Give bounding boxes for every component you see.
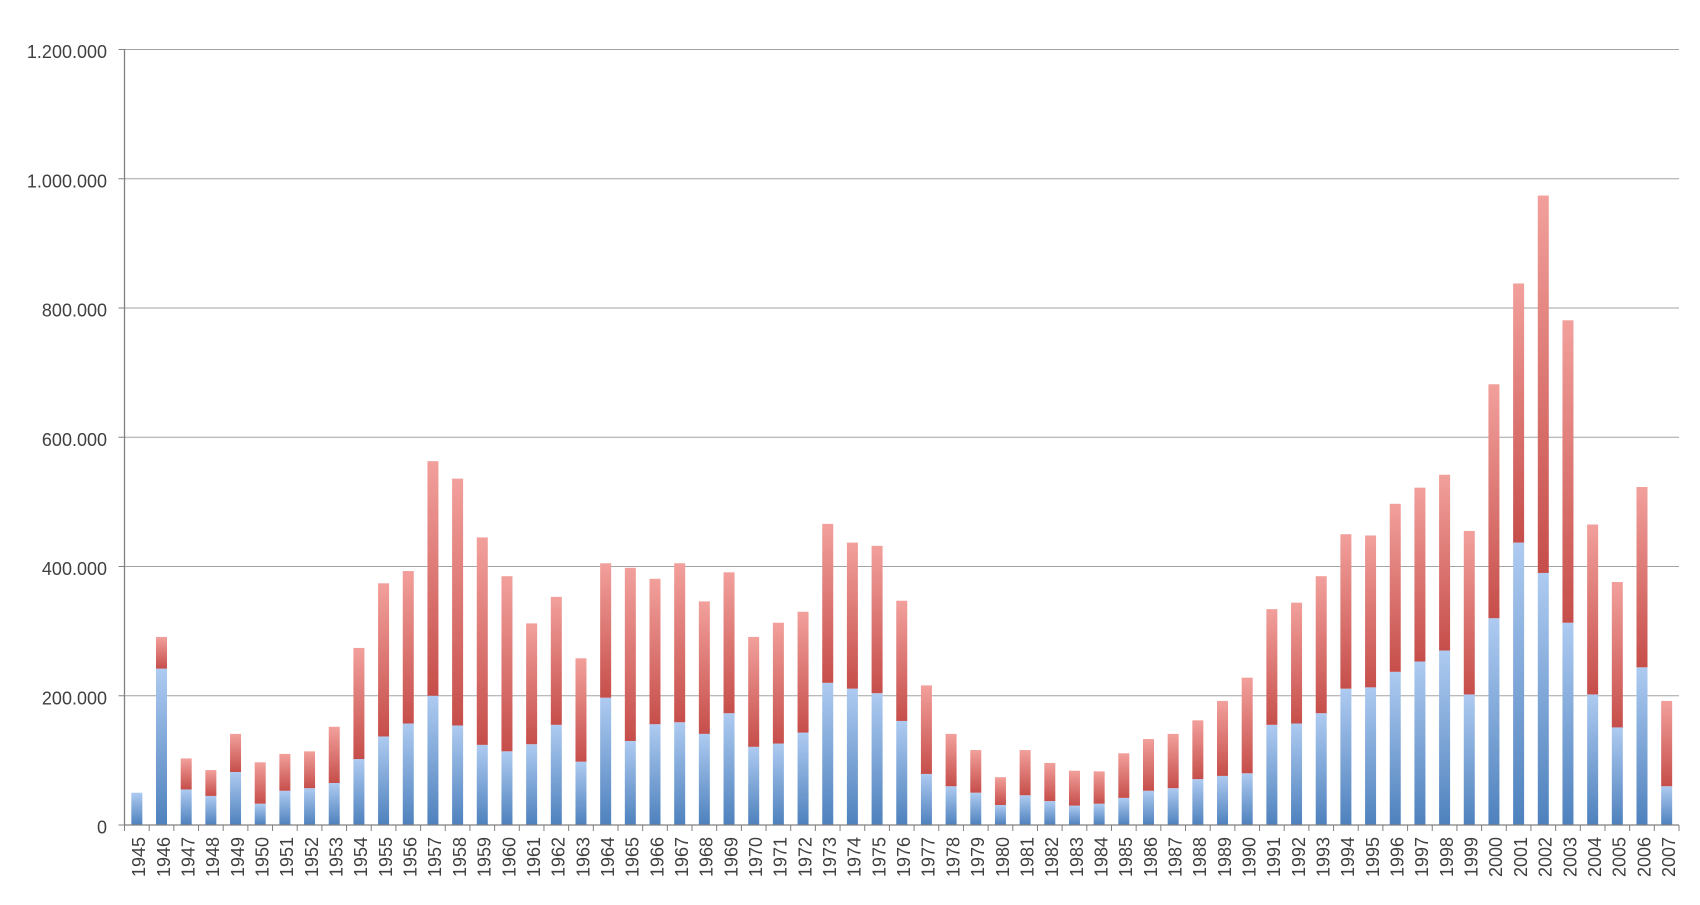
svg-text:2001: 2001: [1511, 837, 1531, 877]
svg-text:1966: 1966: [647, 837, 667, 877]
svg-text:1961: 1961: [524, 837, 544, 877]
svg-text:1995: 1995: [1363, 837, 1383, 877]
svg-text:400.000: 400.000: [42, 559, 107, 579]
svg-text:2004: 2004: [1585, 837, 1605, 877]
svg-text:1956: 1956: [401, 837, 421, 877]
svg-text:1990: 1990: [1239, 837, 1259, 877]
svg-text:1946: 1946: [154, 837, 174, 877]
svg-text:1992: 1992: [1289, 837, 1309, 877]
svg-text:800.000: 800.000: [42, 301, 107, 321]
svg-text:1962: 1962: [549, 837, 569, 877]
svg-text:2006: 2006: [1634, 837, 1654, 877]
svg-text:0: 0: [97, 818, 107, 838]
svg-text:1949: 1949: [228, 837, 248, 877]
svg-text:1984: 1984: [1091, 837, 1111, 877]
svg-text:1963: 1963: [573, 837, 593, 877]
svg-text:2002: 2002: [1536, 837, 1556, 877]
svg-text:1996: 1996: [1388, 837, 1408, 877]
svg-text:1951: 1951: [277, 837, 297, 877]
svg-text:1959: 1959: [475, 837, 495, 877]
svg-text:1.000.000: 1.000.000: [27, 171, 107, 191]
svg-text:1983: 1983: [1067, 837, 1087, 877]
svg-text:1999: 1999: [1462, 837, 1482, 877]
svg-text:1960: 1960: [499, 837, 519, 877]
svg-text:1993: 1993: [1314, 837, 1334, 877]
svg-text:1965: 1965: [623, 837, 643, 877]
svg-text:600.000: 600.000: [42, 430, 107, 450]
svg-text:1953: 1953: [327, 837, 347, 877]
svg-text:1989: 1989: [1215, 837, 1235, 877]
svg-text:1985: 1985: [1116, 837, 1136, 877]
svg-text:2007: 2007: [1659, 837, 1679, 877]
svg-text:1947: 1947: [178, 837, 198, 877]
svg-text:1950: 1950: [253, 837, 273, 877]
svg-text:1977: 1977: [919, 837, 939, 877]
svg-text:1945: 1945: [129, 837, 149, 877]
svg-text:1986: 1986: [1141, 837, 1161, 877]
svg-text:1981: 1981: [1017, 837, 1037, 877]
svg-text:1955: 1955: [376, 837, 396, 877]
svg-text:1958: 1958: [450, 837, 470, 877]
svg-text:200.000: 200.000: [42, 688, 107, 708]
svg-text:1954: 1954: [351, 837, 371, 877]
svg-text:1975: 1975: [869, 837, 889, 877]
svg-text:1970: 1970: [746, 837, 766, 877]
svg-text:1994: 1994: [1338, 837, 1358, 877]
svg-text:1998: 1998: [1437, 837, 1457, 877]
svg-text:1974: 1974: [845, 837, 865, 877]
svg-text:1979: 1979: [968, 837, 988, 877]
svg-text:1964: 1964: [598, 837, 618, 877]
svg-text:1952: 1952: [302, 837, 322, 877]
svg-text:1948: 1948: [203, 837, 223, 877]
svg-text:1967: 1967: [672, 837, 692, 877]
svg-text:1978: 1978: [943, 837, 963, 877]
svg-text:1969: 1969: [721, 837, 741, 877]
svg-text:1971: 1971: [771, 837, 791, 877]
svg-text:1973: 1973: [820, 837, 840, 877]
svg-text:1957: 1957: [425, 837, 445, 877]
svg-text:1987: 1987: [1165, 837, 1185, 877]
svg-text:2005: 2005: [1610, 837, 1630, 877]
svg-text:2000: 2000: [1486, 837, 1506, 877]
svg-text:1.200.000: 1.200.000: [27, 42, 107, 62]
svg-text:1991: 1991: [1264, 837, 1284, 877]
svg-text:1980: 1980: [993, 837, 1013, 877]
svg-text:2003: 2003: [1560, 837, 1580, 877]
svg-text:1972: 1972: [795, 837, 815, 877]
svg-text:1997: 1997: [1412, 837, 1432, 877]
svg-text:1988: 1988: [1190, 837, 1210, 877]
svg-text:1982: 1982: [1042, 837, 1062, 877]
svg-text:1968: 1968: [697, 837, 717, 877]
svg-text:1976: 1976: [894, 837, 914, 877]
